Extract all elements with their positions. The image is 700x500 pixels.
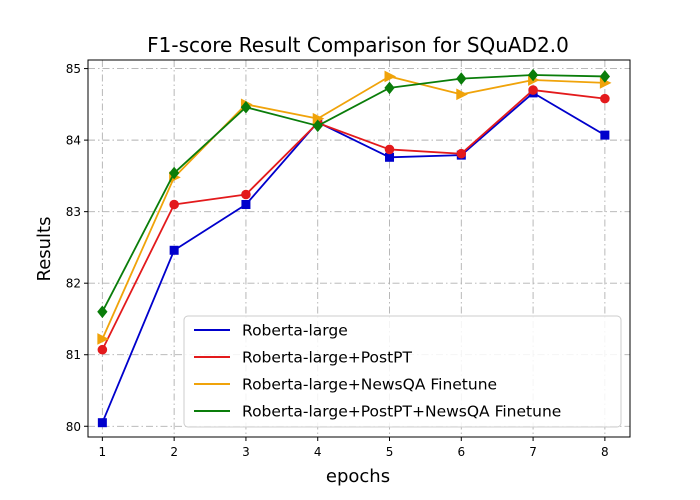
data-point: [312, 119, 323, 133]
legend-item: Roberta-large+PostPT: [194, 349, 413, 367]
x-tick-label: 5: [386, 445, 394, 459]
x-tick-label: 3: [242, 445, 250, 459]
y-tick-label: 83: [66, 205, 81, 219]
data-point: [241, 189, 251, 200]
data-point: [97, 344, 108, 355]
y-tick-label: 82: [66, 277, 81, 291]
plot-frame: [87, 59, 631, 438]
data-point: [527, 68, 539, 82]
data-point: [384, 81, 395, 95]
x-axis-label: epochs: [326, 466, 390, 487]
chart-title: F1-score Result Comparison for SQuAD2.0: [147, 33, 569, 57]
data-point: [241, 200, 251, 210]
x-tick-label: 4: [314, 445, 322, 459]
legend-label: Roberta-large+PostPT+NewsQA Finetune: [242, 403, 561, 421]
legend-label: Roberta-large+NewsQA Finetune: [242, 376, 497, 394]
series-group: [97, 68, 612, 428]
x-tick-label: 6: [457, 445, 465, 459]
data-point: [168, 166, 180, 180]
legend-item: Roberta-large: [194, 322, 348, 340]
data-point: [384, 144, 395, 155]
series-line: [101, 75, 605, 340]
x-tick-label: 8: [601, 445, 609, 459]
series-line: [101, 89, 605, 351]
x-tick-label: 7: [529, 445, 537, 459]
data-point: [385, 152, 395, 162]
x-tick-label: 1: [99, 445, 107, 459]
data-point: [600, 130, 610, 140]
series-4: [97, 68, 611, 319]
data-point: [384, 70, 397, 83]
legend-item: Roberta-large+NewsQA Finetune: [194, 376, 497, 394]
data-point: [528, 85, 538, 95]
data-point: [456, 88, 468, 101]
legend-label: Roberta-large: [242, 322, 348, 340]
series-line: [101, 74, 605, 313]
legend-box: [183, 315, 622, 428]
legend-item: Roberta-large+PostPT+NewsQA Finetune: [194, 403, 561, 421]
data-point: [97, 333, 109, 345]
y-tick-label: 84: [66, 134, 81, 148]
data-point: [169, 199, 179, 210]
ticks: 1 2 3 4 5 6 7 8 80 81 82 83 84 85: [66, 62, 609, 459]
series-line: [101, 92, 606, 424]
y-tick-label: 81: [66, 348, 81, 362]
data-point: [456, 72, 467, 85]
y-tick-label: 85: [66, 62, 81, 76]
data-point: [169, 245, 179, 255]
y-tick-label: 80: [66, 420, 81, 434]
data-point: [456, 148, 467, 159]
data-point: [600, 93, 610, 104]
legend-label: Roberta-large+PostPT: [242, 349, 413, 367]
data-point: [599, 70, 611, 83]
data-point: [240, 100, 252, 114]
x-tick-label: 2: [170, 445, 178, 459]
data-point: [97, 305, 108, 319]
data-point: [97, 418, 107, 428]
legend: Roberta-large Roberta-large+PostPT Roberta…: [183, 315, 622, 428]
y-axis-label: Results: [34, 217, 55, 282]
